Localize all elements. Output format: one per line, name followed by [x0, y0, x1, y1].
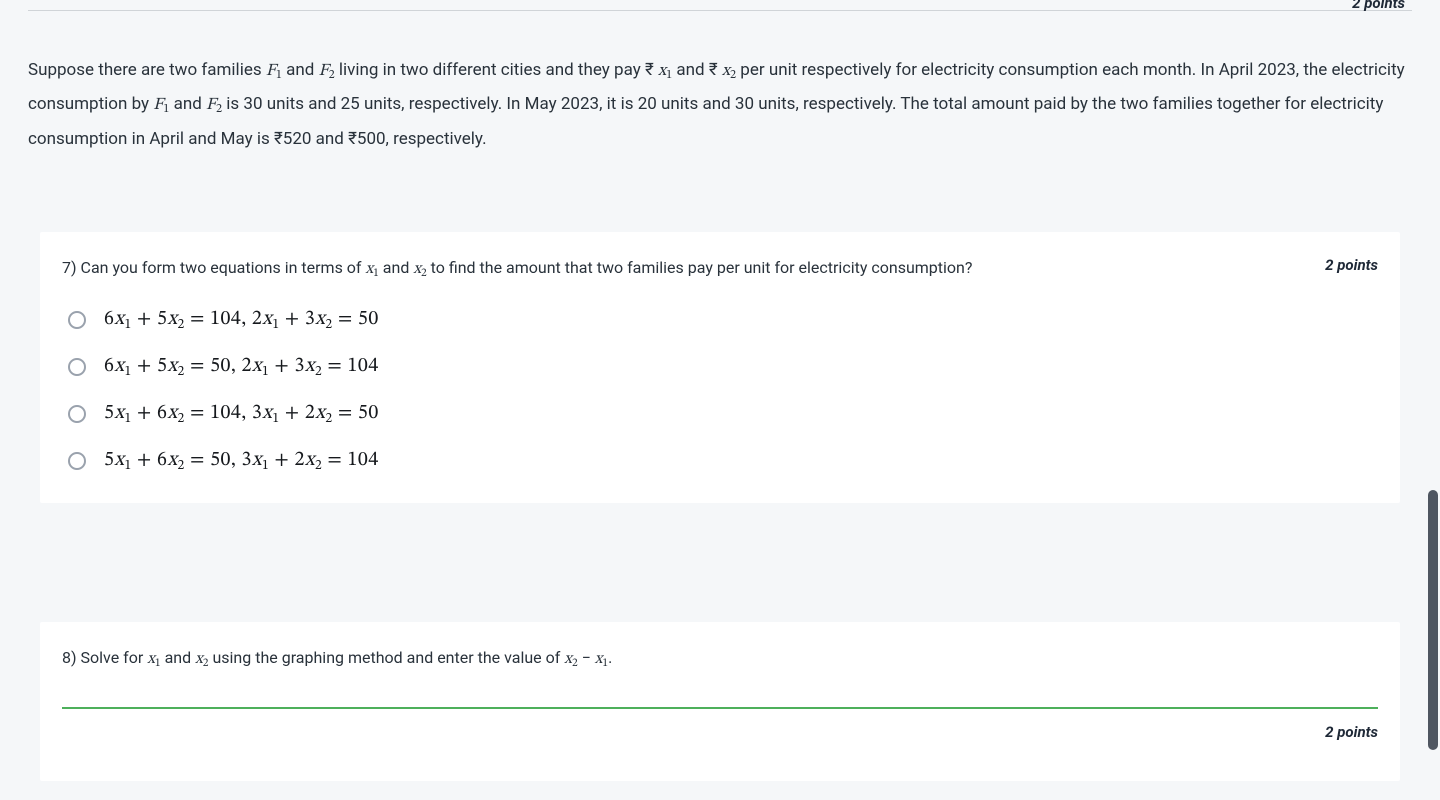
question-7-options: 6x1 + 5x2 = 104, 2x1 + 3x2 = 50 6x1 + 5x…: [62, 307, 1378, 473]
problem-context: Suppose there are two families F1 and F2…: [28, 54, 1412, 155]
option-3-text: 5x1 + 6x2 = 104, 3x1 + 2x2 = 50: [104, 401, 379, 426]
option-1-text: 6x1 + 5x2 = 104, 2x1 + 3x2 = 50: [104, 307, 379, 332]
radio-icon: [68, 311, 86, 329]
scrollbar-track[interactable]: [1426, 0, 1440, 800]
option-4[interactable]: 5x1 + 6x2 = 50, 3x1 + 2x2 = 104: [68, 448, 1378, 473]
option-4-text: 5x1 + 6x2 = 50, 3x1 + 2x2 = 104: [104, 448, 379, 473]
question-8-text: 8) Solve for x1 and x2 using the graphin…: [62, 646, 1378, 671]
option-1[interactable]: 6x1 + 5x2 = 104, 2x1 + 3x2 = 50: [68, 307, 1378, 332]
scrollbar-thumb[interactable]: [1428, 490, 1438, 750]
option-2-text: 6x1 + 5x2 = 50, 2x1 + 3x2 = 104: [104, 354, 379, 379]
top-points-label: 2 points: [1352, 0, 1405, 12]
option-3[interactable]: 5x1 + 6x2 = 104, 3x1 + 2x2 = 50: [68, 401, 1378, 426]
question-7-number: 7): [62, 258, 77, 277]
question-8-body: Solve for x1 and x2 using the graphing m…: [81, 648, 613, 667]
top-divider: [28, 10, 1412, 11]
answer-input-line[interactable]: [62, 707, 1378, 709]
question-7-body: Can you form two equations in terms of x…: [81, 258, 973, 277]
question-7-card: 7) Can you form two equations in terms o…: [40, 232, 1400, 503]
option-2[interactable]: 6x1 + 5x2 = 50, 2x1 + 3x2 = 104: [68, 354, 1378, 379]
question-8-number: 8): [62, 648, 77, 667]
question-7-points: 2 points: [1325, 256, 1378, 274]
radio-icon: [68, 405, 86, 423]
question-7-text: 7) Can you form two equations in terms o…: [62, 256, 972, 281]
question-8-card: 8) Solve for x1 and x2 using the graphin…: [40, 622, 1400, 781]
radio-icon: [68, 358, 86, 376]
radio-icon: [68, 452, 86, 470]
question-8-points: 2 points: [62, 723, 1378, 741]
